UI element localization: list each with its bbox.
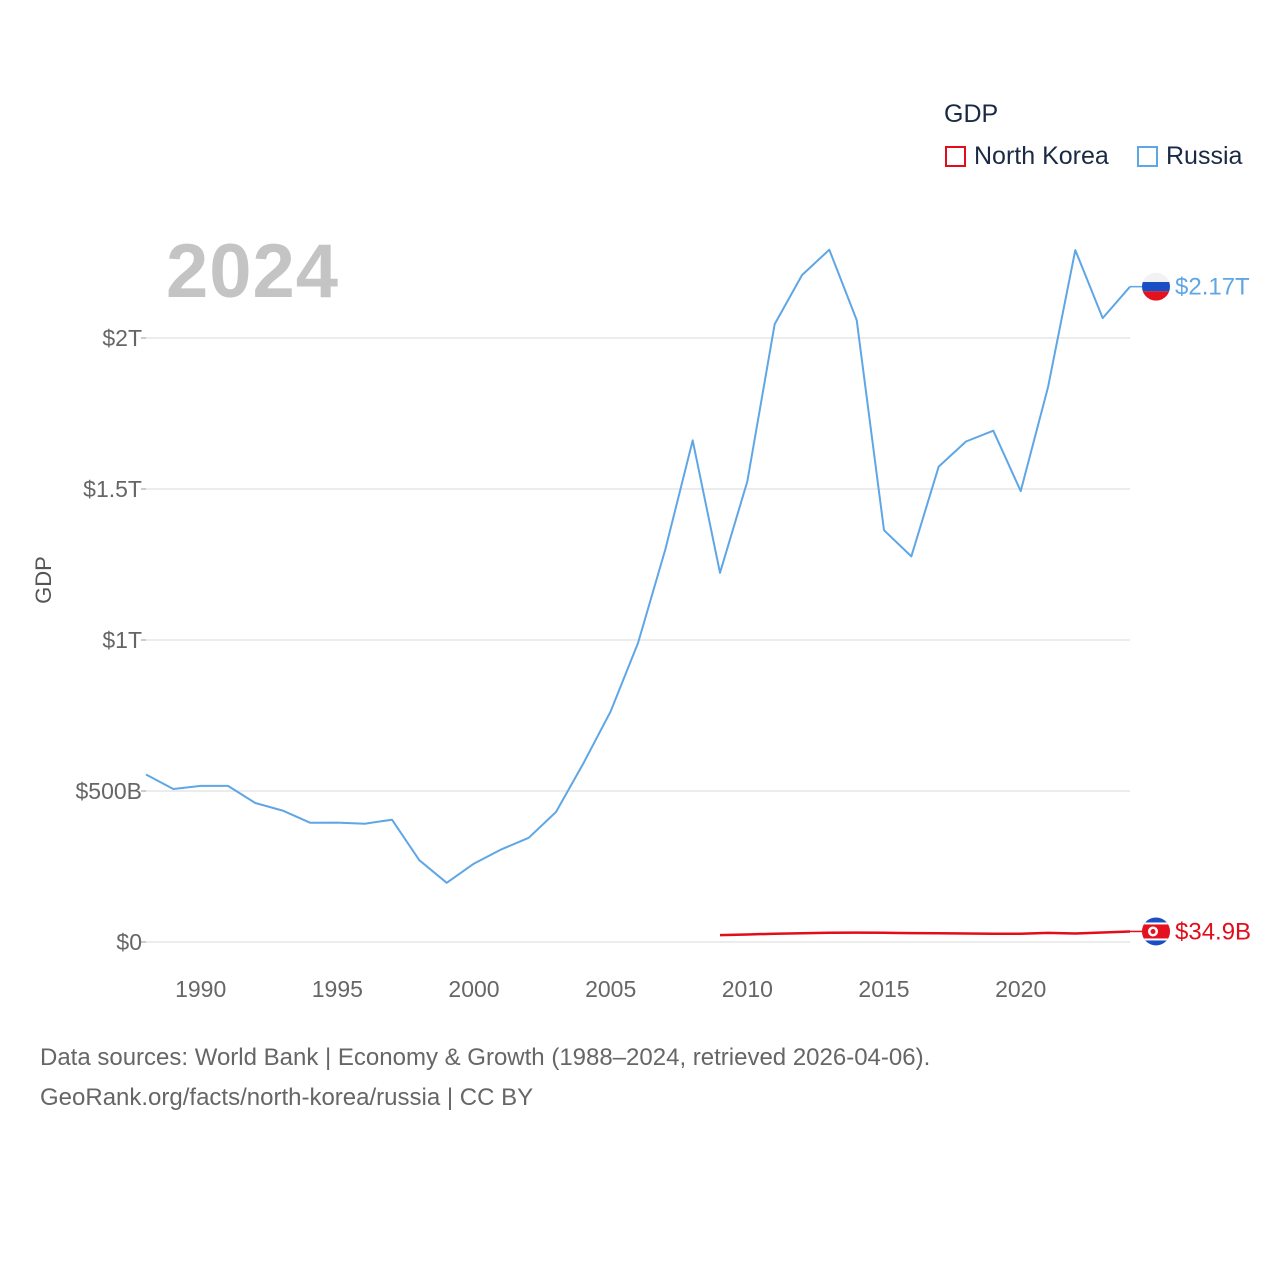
footer-credit: GeoRank.org/facts/north-korea/russia | C… bbox=[40, 1084, 534, 1111]
y-tick-label: $2T bbox=[102, 325, 142, 351]
x-tick-label: 2005 bbox=[585, 976, 636, 1002]
series-lines bbox=[145, 248, 1131, 937]
legend-item-north-korea[interactable]: North Korea bbox=[945, 142, 1109, 171]
end-label-russia: $2.17T bbox=[1175, 274, 1250, 301]
y-tick-label: $1T bbox=[102, 627, 142, 653]
y-axis-title: GDP bbox=[31, 556, 56, 604]
legend-item-russia[interactable]: Russia bbox=[1137, 142, 1242, 171]
x-tick-label: 2000 bbox=[448, 976, 499, 1002]
y-axis-ticks: $0 $500B $1T $1.5T $2T bbox=[75, 325, 146, 955]
x-axis-ticks: 1990 1995 2000 2005 2010 2015 2020 bbox=[175, 976, 1046, 1002]
x-tick-label: 2020 bbox=[995, 976, 1046, 1002]
end-label-north-korea: $34.9B bbox=[1175, 918, 1251, 945]
y-tick-label: $500B bbox=[75, 778, 142, 804]
legend-swatch-north-korea bbox=[945, 146, 966, 167]
north-korea-flag-icon bbox=[1142, 917, 1170, 946]
y-tick-label: $0 bbox=[116, 929, 142, 955]
year-watermark: 2024 bbox=[166, 229, 340, 314]
legend-title: GDP bbox=[944, 100, 999, 128]
x-tick-label: 2015 bbox=[858, 976, 909, 1002]
x-tick-label: 1990 bbox=[175, 976, 226, 1002]
legend-swatch-russia bbox=[1137, 146, 1158, 167]
footer-sources: Data sources: World Bank | Economy & Gro… bbox=[40, 1044, 931, 1071]
x-tick-label: 2010 bbox=[722, 976, 773, 1002]
series-line-north-korea bbox=[719, 930, 1131, 937]
x-tick-label: 1995 bbox=[312, 976, 363, 1002]
end-labels: $2.17T $34.9B bbox=[1130, 272, 1251, 946]
legend-label-russia: Russia bbox=[1166, 142, 1243, 170]
y-tick-label: $1.5T bbox=[83, 476, 142, 502]
series-line-russia bbox=[145, 248, 1131, 884]
russia-flag-icon bbox=[1142, 272, 1170, 301]
legend-label-north-korea: North Korea bbox=[974, 142, 1109, 170]
